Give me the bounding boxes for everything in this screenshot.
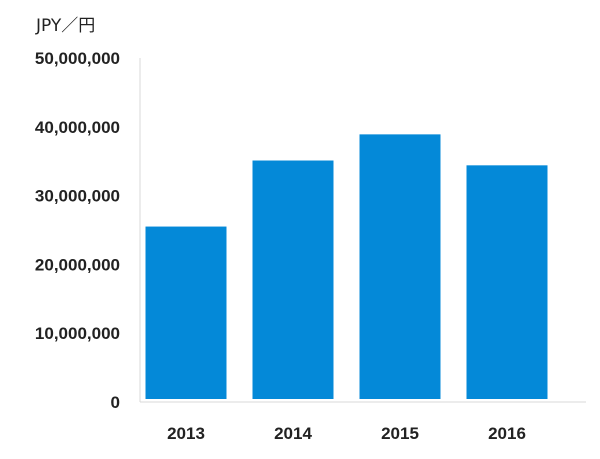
y-tick-label: 0	[111, 393, 120, 412]
y-tick-label: 40,000,000	[35, 118, 120, 137]
y-tick-label: 30,000,000	[35, 187, 120, 206]
x-tick-label: 2014	[274, 424, 312, 443]
bar-2013	[145, 226, 227, 399]
bar-2016	[466, 165, 548, 399]
x-axis: 2013 2014 2015 2016	[140, 401, 586, 443]
bars	[145, 134, 548, 400]
x-tick-label: 2016	[488, 424, 526, 443]
x-tick-label: 2015	[381, 424, 419, 443]
x-tick-label: 2013	[167, 424, 205, 443]
y-tick-label: 20,000,000	[35, 255, 120, 274]
y-axis: 0 10,000,000 20,000,000 30,000,000 40,000,00…	[35, 49, 141, 412]
bar-2015	[359, 134, 441, 400]
y-axis-unit-label: JPY／円	[35, 16, 95, 36]
y-tick-label: 50,000,000	[35, 49, 120, 68]
y-tick-label: 10,000,000	[35, 324, 120, 343]
bar-2014	[252, 160, 334, 399]
